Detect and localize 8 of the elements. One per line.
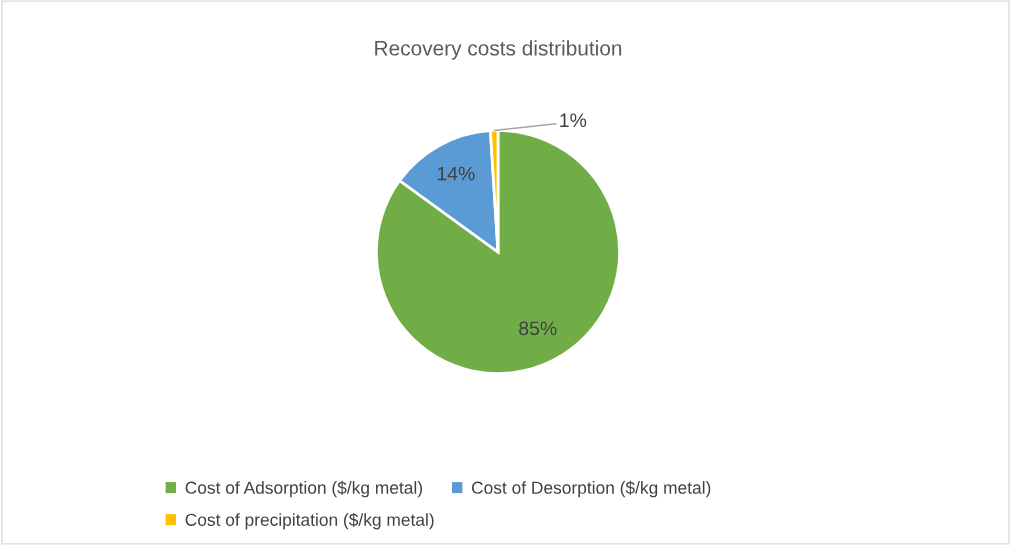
- data-label: 14%: [437, 166, 475, 181]
- legend-label: Cost of Adsorption ($/kg metal): [185, 480, 422, 498]
- data-label: 1%: [560, 113, 587, 128]
- pie-slice: [375, 129, 621, 375]
- legend-label: Cost of precipitation ($/kg metal): [185, 512, 434, 530]
- data-label: 85%: [519, 321, 557, 336]
- chart-title: Recovery costs distribution: [375, 40, 622, 60]
- legend-label: Cost of Desorption ($/kg metal): [471, 480, 711, 498]
